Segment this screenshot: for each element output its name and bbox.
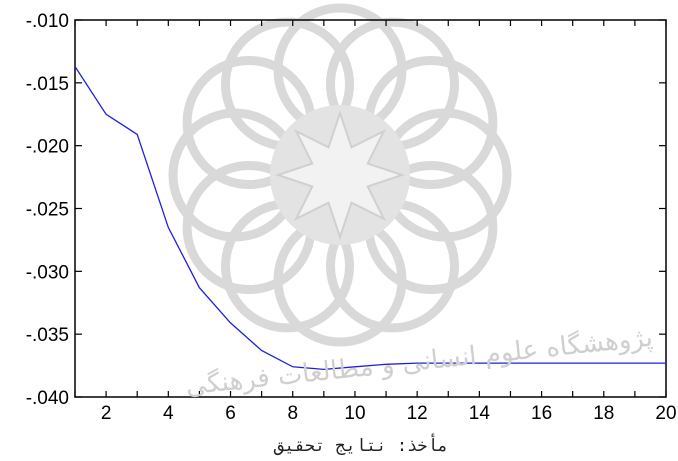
x-axis: 2 4 6 8 10 12 14 16 18 20 [74, 20, 677, 424]
watermark-text: پژوهشگاه علوم انسانی و مطالعات فرهنگی [184, 322, 654, 402]
watermark-caption: پژوهشگاه علوم انسانی و مطالعات فرهنگی [184, 322, 654, 402]
x-tick-label: 18 [593, 403, 614, 424]
watermark-logo [168, 3, 512, 347]
x-tick-label: 8 [287, 403, 298, 424]
source-note: مأخذ: نتایج تحقیق [274, 436, 448, 456]
x-tick-label: 4 [163, 403, 174, 424]
x-tick-label: 20 [655, 403, 676, 424]
y-tick-label: -.010 [26, 11, 69, 32]
y-tick-label: -.020 [26, 137, 69, 158]
x-tick-label: 2 [101, 403, 112, 424]
x-tick-label: 10 [344, 403, 365, 424]
y-tick-label: -.015 [26, 74, 69, 95]
x-tick-label: 16 [531, 403, 552, 424]
x-tick-label: 14 [469, 403, 491, 424]
y-tick-label: -.040 [26, 388, 69, 409]
y-axis: -.010 -.015 -.020 -.025 -.030 -.035 -.040 [26, 11, 666, 409]
x-tick-label: 12 [407, 403, 428, 424]
series-line [74, 66, 666, 371]
x-tick-label: 6 [225, 403, 236, 424]
watermark-star [274, 109, 406, 241]
y-tick-label: -.025 [26, 200, 69, 221]
y-tick-label: -.035 [26, 325, 69, 346]
y-tick-label: -.030 [26, 262, 69, 283]
